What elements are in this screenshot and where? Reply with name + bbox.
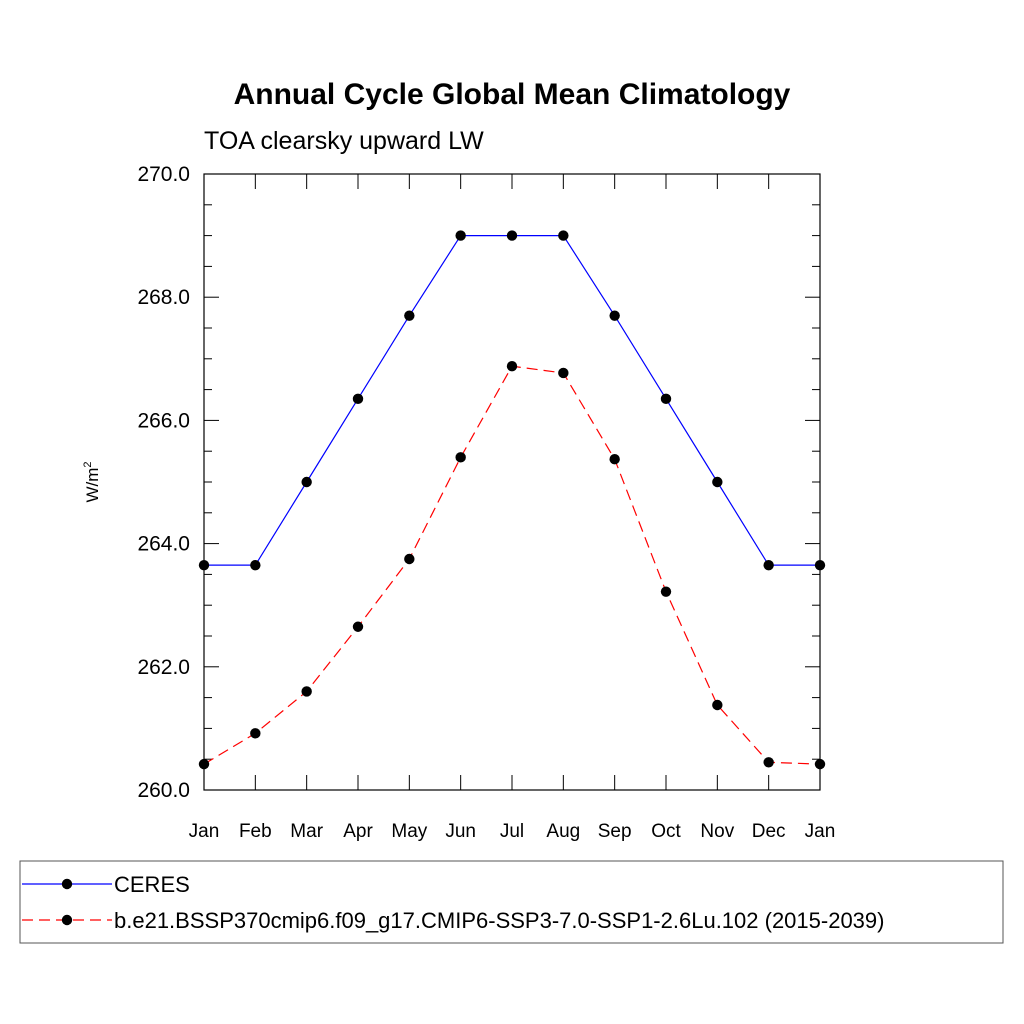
data-point-series-1 [455, 230, 466, 241]
data-point-series-1 [301, 476, 312, 488]
series-line-1 [204, 235, 820, 566]
data-point-series-2 [712, 699, 723, 711]
y-tick-label: 264.0 [137, 533, 190, 556]
x-tick-label: Feb [239, 821, 272, 842]
x-tick-label: Mar [290, 821, 323, 842]
data-point-series-2 [814, 758, 826, 770]
x-tick-label: Sep [598, 821, 632, 842]
data-point-series-2 [506, 360, 518, 372]
y-tick-label: 262.0 [137, 656, 190, 679]
x-tick-label: Nov [700, 821, 734, 842]
y-tick-label: 260.0 [137, 779, 190, 802]
legend-label-2: b.e21.BSSP370cmip6.f09_g17.CMIP6-SSP3-7.… [114, 908, 884, 933]
y-tick-label: 266.0 [137, 409, 190, 432]
data-point-series-1 [250, 559, 261, 571]
data-point-series-1 [506, 230, 518, 241]
x-tick-label: Apr [343, 821, 373, 842]
y-axis-label: W/m2 [82, 461, 102, 502]
y-tick-label: 268.0 [137, 286, 190, 309]
data-point-series-1 [712, 476, 723, 488]
data-point-series-1 [352, 393, 364, 405]
data-point-series-2 [660, 586, 672, 597]
data-point-series-2 [763, 757, 774, 768]
svg-text:W/m2: W/m2 [82, 461, 102, 502]
data-point-series-2 [609, 454, 620, 465]
chart-title: Annual Cycle Global Mean Climatology [234, 78, 791, 111]
data-point-series-2 [250, 728, 261, 739]
x-tick-label: Jan [189, 821, 220, 842]
x-tick-label: Oct [651, 821, 681, 842]
data-point-series-2 [558, 367, 569, 379]
x-tick-label: May [391, 821, 427, 842]
data-point-series-1 [609, 310, 620, 321]
data-point-series-1 [558, 230, 569, 241]
x-tick-label: Jun [445, 821, 476, 842]
chart-subtitle: TOA clearsky upward LW [204, 127, 484, 155]
data-point-series-1 [660, 393, 672, 405]
legend-marker-1 [61, 878, 73, 890]
data-point-series-2 [198, 758, 210, 770]
x-tick-label: Aug [546, 821, 580, 842]
data-point-series-1 [814, 559, 826, 571]
x-tick-label: Jul [500, 821, 524, 842]
data-point-series-2 [352, 621, 364, 632]
data-point-series-1 [404, 310, 415, 321]
y-axis-label-text: W/m [83, 468, 102, 503]
x-tick-label: Dec [752, 821, 786, 842]
data-point-series-2 [301, 686, 312, 697]
data-point-series-2 [404, 553, 415, 565]
data-point-series-1 [198, 559, 210, 571]
y-tick-label: 270.0 [137, 163, 190, 186]
x-tick-label: Jan [805, 821, 836, 842]
legend-box [19, 860, 1004, 944]
legend-label-1: CERES [114, 872, 190, 897]
data-point-series-2 [455, 452, 466, 463]
series-line-2 [203, 365, 821, 765]
y-axis-label-superscript: 2 [82, 461, 94, 467]
data-point-series-1 [763, 559, 774, 571]
legend-marker-2 [61, 914, 73, 926]
plot-frame [203, 173, 821, 791]
